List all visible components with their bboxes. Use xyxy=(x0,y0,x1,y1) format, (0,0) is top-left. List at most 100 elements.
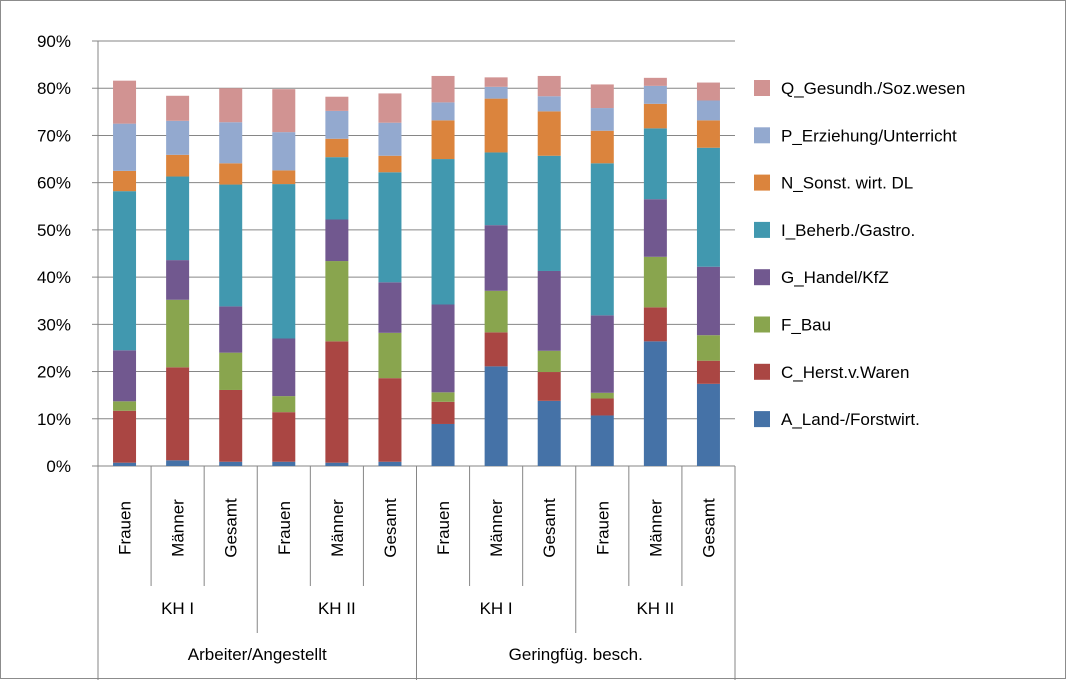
bar-segment xyxy=(484,225,508,291)
bar-segment xyxy=(272,412,296,462)
bar-segment xyxy=(378,378,402,462)
bar-segment xyxy=(378,332,402,379)
x-category-label: Frauen xyxy=(593,501,612,555)
bar-segment xyxy=(431,423,455,466)
y-tick-label: 0% xyxy=(46,457,71,476)
bar-segment xyxy=(643,341,667,466)
bar-segment xyxy=(113,401,137,411)
bar-segment xyxy=(378,122,402,156)
bar-segment xyxy=(484,77,508,87)
bar-segment xyxy=(537,111,561,156)
bar-segment xyxy=(431,401,455,424)
bar-segment xyxy=(113,350,137,402)
bar-segment xyxy=(272,170,296,185)
x-category-label: Männer xyxy=(169,499,188,557)
bar-segment xyxy=(590,84,614,109)
x-category-label: Gesamt xyxy=(540,498,559,558)
bar-segment xyxy=(484,98,508,153)
bar-segment xyxy=(484,332,508,367)
bar-segment xyxy=(431,159,455,305)
bar-segment xyxy=(113,410,137,463)
bar-segment xyxy=(113,170,137,192)
bar-segment xyxy=(537,372,561,401)
x-axis-labels: Frauen Männer Gesamt Frauen Männer Gesamt Frau… xyxy=(116,498,719,664)
legend-swatch xyxy=(754,127,770,144)
bar-segment xyxy=(643,77,667,86)
legend-swatch xyxy=(754,269,770,286)
bar-segment xyxy=(219,352,243,390)
legend-label: A_Land-/Forstwirt. xyxy=(781,410,920,429)
legend-label: Q_Gesundh./Soz.wesen xyxy=(781,79,965,98)
bar-segment xyxy=(219,389,243,462)
bar-segment xyxy=(590,398,614,416)
bar-segment xyxy=(325,219,349,262)
bar-segment xyxy=(643,256,667,308)
bar-segment xyxy=(166,367,190,461)
x-category-label: Frauen xyxy=(116,501,135,555)
bar-segment xyxy=(537,400,561,466)
bar-segment xyxy=(378,93,402,123)
x-top-group-label: Arbeiter/Angestellt xyxy=(188,645,327,664)
bar-segment xyxy=(219,122,243,164)
bar-segment xyxy=(537,96,561,112)
bar-segment xyxy=(590,415,614,466)
bar-segment xyxy=(643,128,667,200)
legend-swatch xyxy=(754,80,770,96)
y-tick-label: 10% xyxy=(37,410,71,429)
y-tick-label: 70% xyxy=(37,126,71,145)
bar-segment xyxy=(166,299,190,368)
bar-segment xyxy=(378,282,402,333)
bar-segment xyxy=(272,89,296,133)
x-category-label: Gesamt xyxy=(222,498,241,558)
x-category-label: Gesamt xyxy=(381,498,400,558)
bar-segment xyxy=(696,120,720,148)
bar-segment xyxy=(325,110,349,139)
legend-label: P_Erziehung/Unterricht xyxy=(781,126,957,145)
bar-segment xyxy=(166,154,190,177)
bar-segment xyxy=(166,95,190,121)
bar-segment xyxy=(219,88,243,123)
legend-label: I_Beherb./Gastro. xyxy=(781,221,915,240)
legend-label: F_Bau xyxy=(781,316,831,335)
x-category-label: Frauen xyxy=(275,501,294,555)
legend-swatch xyxy=(754,316,770,333)
bar-segment xyxy=(113,462,137,466)
bar-segment xyxy=(696,383,720,466)
bar-segment xyxy=(537,350,561,373)
bar-segment xyxy=(431,102,455,121)
bar-segment xyxy=(166,176,190,261)
legend-swatch xyxy=(754,411,770,428)
bar-segment xyxy=(166,460,190,466)
bar-segment xyxy=(325,138,349,158)
x-top-group-label: Geringfüg. besch. xyxy=(509,645,643,664)
bar-segment xyxy=(484,290,508,333)
bar-segment xyxy=(696,360,720,384)
x-group-label: KH I xyxy=(161,599,194,618)
bar-segment xyxy=(537,270,561,351)
bar-segment xyxy=(272,132,296,171)
bar-segment xyxy=(272,396,296,413)
bar-segment xyxy=(219,461,243,466)
bar-segment xyxy=(378,155,402,173)
x-group-label: KH II xyxy=(636,599,674,618)
bar-segment xyxy=(325,341,349,463)
bar-segment xyxy=(696,147,720,267)
legend-swatch xyxy=(754,221,770,238)
bar-segment xyxy=(537,155,561,271)
bar-segment xyxy=(272,461,296,466)
bar-segment xyxy=(590,163,614,316)
x-category-label: Männer xyxy=(487,499,506,557)
x-group-label: KH I xyxy=(480,599,513,618)
bar-segment xyxy=(484,366,508,466)
legend-swatch xyxy=(754,363,770,380)
bar-segment xyxy=(325,157,349,220)
legend-label: G_Handel/KfZ xyxy=(781,268,889,287)
x-category-label: Männer xyxy=(328,499,347,557)
x-category-label: Männer xyxy=(646,499,665,557)
bar-segment xyxy=(272,184,296,339)
bar-segment xyxy=(484,86,508,99)
bar-segment xyxy=(590,392,614,399)
legend-swatch xyxy=(754,174,770,191)
